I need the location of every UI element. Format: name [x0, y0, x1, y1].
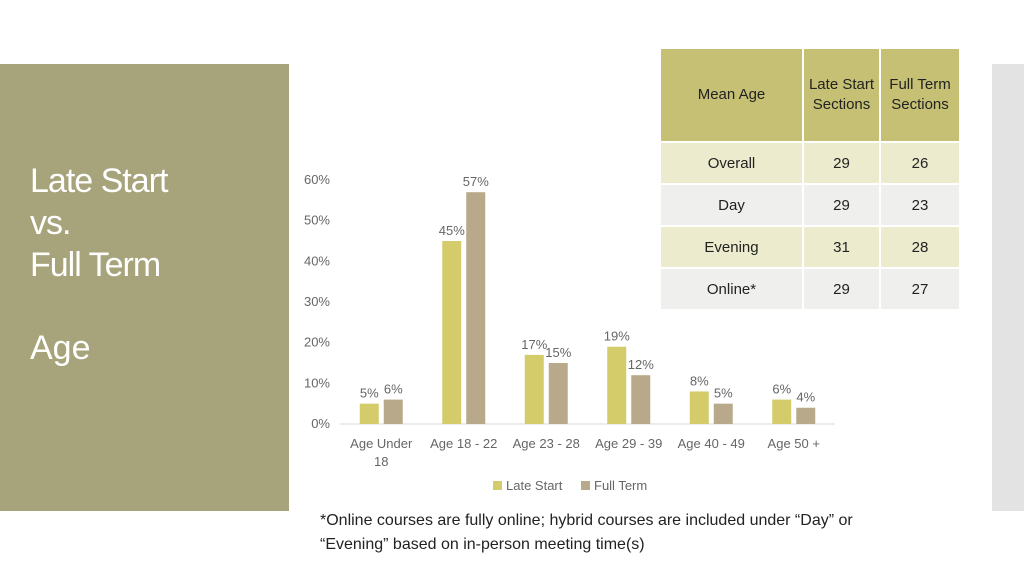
bar-full-term — [796, 407, 816, 424]
y-tick-label: 30% — [304, 294, 330, 309]
data-label: 12% — [628, 357, 654, 372]
table-row: Overall 29 26 — [659, 141, 961, 185]
data-label: 45% — [439, 223, 465, 238]
bar-full-term — [548, 363, 568, 424]
table-row: Day 29 23 — [659, 183, 961, 227]
footnote-line-2: “Evening” based on in-person meeting tim… — [320, 536, 645, 553]
bar-full-term — [631, 375, 651, 424]
table-row: Evening 31 28 — [659, 225, 961, 269]
x-tick-label: Age 29 - 39 — [595, 436, 662, 451]
data-label: 6% — [772, 382, 791, 397]
title-line-2: vs. — [30, 204, 71, 242]
header-mean-age: Mean Age — [659, 47, 804, 143]
x-tick-label: 18 — [374, 454, 388, 469]
x-tick-label: Age 23 - 28 — [513, 436, 580, 451]
table-row: Online* 29 27 — [659, 267, 961, 311]
bar-late-start — [359, 403, 379, 424]
data-label: 5% — [714, 386, 733, 401]
late-start-value: 31 — [802, 225, 881, 269]
full-term-value: 26 — [879, 141, 961, 185]
data-label: 5% — [360, 386, 379, 401]
full-term-value: 23 — [879, 183, 961, 227]
slide-subtitle: Age — [30, 329, 91, 367]
age-bar-chart: 0% 10% 20% 30% 40% 50% 60% 5% 6% Age Under 18 45% 57… — [304, 172, 835, 493]
data-label: 15% — [545, 345, 571, 360]
right-decorative-strip — [992, 64, 1024, 511]
bar-late-start — [772, 399, 792, 424]
y-tick-label: 60% — [304, 172, 330, 187]
footnote: *Online courses are fully online; hybrid… — [320, 509, 940, 557]
table-header-row: Mean Age Late Start Sections Full Term S… — [659, 47, 961, 143]
data-label: 19% — [604, 329, 630, 344]
bar-late-start — [442, 241, 462, 424]
data-label: 57% — [463, 174, 489, 189]
data-label: 8% — [690, 373, 709, 388]
y-tick-label: 50% — [304, 213, 330, 228]
x-tick-label: Age 50 + — [768, 436, 820, 451]
mean-age-table: Mean Age Late Start Sections Full Term S… — [659, 47, 961, 311]
data-label: 6% — [384, 382, 403, 397]
late-start-value: 29 — [802, 267, 881, 311]
full-term-value: 28 — [879, 225, 961, 269]
y-tick-label: 10% — [304, 375, 330, 390]
header-full-term: Full Term Sections — [879, 47, 961, 143]
row-label: Day — [659, 183, 804, 227]
data-label: 17% — [521, 337, 547, 352]
bar-full-term — [713, 403, 733, 424]
bar-late-start — [524, 354, 544, 424]
y-tick-label: 20% — [304, 335, 330, 350]
header-late-start: Late Start Sections — [802, 47, 881, 143]
legend-label: Full Term — [594, 478, 647, 493]
title-panel — [0, 64, 289, 511]
title-line-1: Late Start — [30, 162, 168, 200]
row-label: Overall — [659, 141, 804, 185]
title-line-3: Full Term — [30, 246, 161, 284]
legend-swatch-late-start — [493, 481, 502, 490]
x-tick-label: Age 40 - 49 — [678, 436, 745, 451]
row-label: Online* — [659, 267, 804, 311]
y-tick-label: 40% — [304, 253, 330, 268]
legend-label: Late Start — [506, 478, 563, 493]
bar-late-start — [607, 346, 627, 424]
footnote-line-1: *Online courses are fully online; hybrid… — [320, 512, 853, 529]
data-label: 4% — [796, 390, 815, 405]
bar-full-term — [383, 399, 403, 424]
row-label: Evening — [659, 225, 804, 269]
late-start-value: 29 — [802, 141, 881, 185]
x-tick-label: Age 18 - 22 — [430, 436, 497, 451]
slide-title: Late Start vs. Full Term — [30, 160, 168, 286]
x-tick-label: Age Under — [350, 436, 413, 451]
bar-full-term — [466, 192, 486, 424]
late-start-value: 29 — [802, 183, 881, 227]
legend-swatch-full-term — [581, 481, 590, 490]
bar-late-start — [689, 391, 709, 424]
full-term-value: 27 — [879, 267, 961, 311]
y-tick-label: 0% — [311, 416, 330, 431]
